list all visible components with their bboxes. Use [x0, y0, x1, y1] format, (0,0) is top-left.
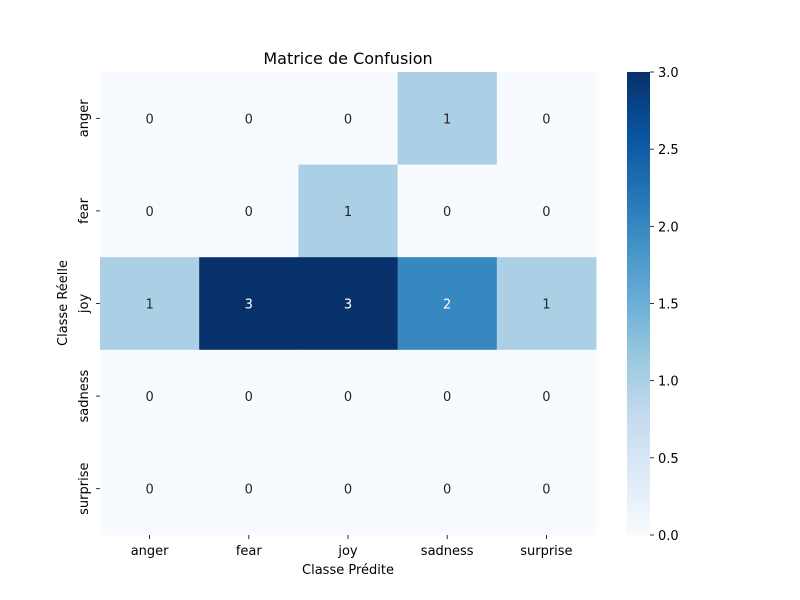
- cell-value-label: 0: [344, 483, 352, 498]
- heatmap-cell-anger-anger: [100, 72, 200, 166]
- cell-value-label: 1: [542, 298, 550, 313]
- cell-value-label: 1: [443, 112, 451, 127]
- heatmap-cell-fear-fear: [199, 164, 299, 258]
- heatmap-cell-surprise-fear: [199, 442, 299, 536]
- x-tick-label: surprise: [520, 544, 572, 559]
- colorbar-tick-label: 1.5: [658, 298, 679, 313]
- heatmap-cell-anger-sadness: [397, 72, 498, 166]
- heatmap-cell-joy-fear: [199, 257, 299, 351]
- heatmap-cell-fear-surprise: [496, 164, 597, 258]
- colorbar-gradient: [627, 72, 650, 535]
- heatmap-cell-anger-surprise: [496, 72, 597, 166]
- cell-value-label: 0: [145, 483, 153, 498]
- x-tick-label: anger: [131, 544, 169, 559]
- heatmap-cell-joy-joy: [298, 257, 399, 351]
- colorbar-tick-label: 0.5: [658, 452, 679, 467]
- cell-value-label: 0: [542, 205, 550, 220]
- y-tick-label: fear: [77, 197, 92, 224]
- cell-value-label: 0: [443, 390, 451, 405]
- y-tick-label: surprise: [77, 463, 92, 515]
- colorbar-tick-label: 2.0: [658, 220, 679, 235]
- heatmap-cell-joy-sadness: [397, 257, 498, 351]
- cell-value-label: 0: [443, 483, 451, 498]
- heatmap-cell-fear-joy: [298, 164, 399, 258]
- colorbar-tick-label: 2.5: [658, 143, 679, 158]
- y-tick-label: sadness: [77, 369, 92, 422]
- heatmap-cell-fear-sadness: [397, 164, 498, 258]
- cell-value-label: 3: [344, 298, 352, 313]
- x-tick-label: joy: [337, 544, 358, 559]
- x-tick-label: fear: [236, 544, 263, 559]
- x-axis-label: Classe Prédite: [302, 563, 394, 578]
- heatmap-cell-sadness-fear: [199, 349, 299, 443]
- heatmap-cell-joy-surprise: [496, 257, 597, 351]
- colorbar-tick-label: 1.0: [658, 375, 679, 390]
- cell-value-label: 0: [145, 390, 153, 405]
- y-tick-label: anger: [77, 99, 92, 137]
- heatmap-cell-sadness-sadness: [397, 349, 498, 443]
- colorbar-tick-label: 0.0: [658, 529, 679, 544]
- cell-value-label: 0: [443, 205, 451, 220]
- heatmap-cell-surprise-joy: [298, 442, 399, 536]
- heatmap-cell-surprise-sadness: [397, 442, 498, 536]
- heatmap-cell-sadness-surprise: [496, 349, 597, 443]
- heatmap-cell-sadness-anger: [100, 349, 200, 443]
- cell-value-label: 2: [443, 298, 451, 313]
- cell-value-label: 3: [245, 298, 253, 313]
- colorbar: 0.0 0.5 1.0 1.5 2.0 2.5 3.0: [627, 66, 679, 544]
- cell-value-label: 0: [344, 112, 352, 127]
- heatmap-cell-surprise-surprise: [496, 442, 597, 536]
- x-tick-label: sadness: [421, 544, 474, 559]
- heatmap-cells: 0 0 0 1 0 0 0 1 0 0 1 3 3 2 1 0 0 0 0 0 0 0 0 0 0: [100, 72, 597, 536]
- heatmap-cell-anger-joy: [298, 72, 399, 166]
- cell-value-label: 0: [542, 112, 550, 127]
- heatmap-cell-surprise-anger: [100, 442, 200, 536]
- heatmap-cell-sadness-joy: [298, 349, 399, 443]
- y-axis-ticks: anger fear joy sadness surprise: [77, 99, 100, 515]
- cell-value-label: 0: [245, 112, 253, 127]
- colorbar-tick-label: 3.0: [658, 66, 679, 81]
- x-axis-ticks: anger fear joy sadness surprise: [131, 535, 573, 559]
- cell-value-label: 1: [344, 205, 352, 220]
- chart-title: Matrice de Confusion: [263, 49, 432, 68]
- y-tick-label: joy: [77, 294, 92, 315]
- cell-value-label: 0: [344, 390, 352, 405]
- cell-value-label: 0: [245, 390, 253, 405]
- y-axis-label: Classe Réelle: [56, 260, 71, 346]
- cell-value-label: 0: [542, 390, 550, 405]
- cell-value-label: 0: [145, 112, 153, 127]
- cell-value-label: 0: [145, 205, 153, 220]
- heatmap-cell-anger-fear: [199, 72, 299, 166]
- heatmap-cell-fear-anger: [100, 164, 200, 258]
- cell-value-label: 0: [245, 205, 253, 220]
- cell-value-label: 0: [245, 483, 253, 498]
- heatmap-cell-joy-anger: [100, 257, 200, 351]
- cell-value-label: 1: [145, 298, 153, 313]
- cell-value-label: 0: [542, 483, 550, 498]
